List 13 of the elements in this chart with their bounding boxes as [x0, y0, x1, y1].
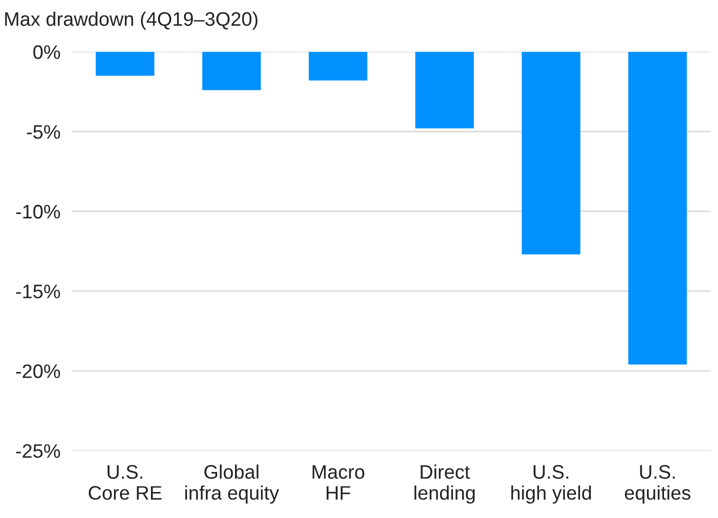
- y-tick-label: -20%: [16, 364, 60, 378]
- x-tick-label: Macro HF: [312, 465, 364, 500]
- y-tick-label: 0%: [33, 45, 60, 60]
- chart-title: Max drawdown (4Q19–3Q20): [5, 12, 258, 30]
- y-tick-label: -15%: [16, 284, 60, 298]
- y-tick-label: -5%: [26, 125, 60, 139]
- x-tick-label: Global infra equity: [185, 464, 280, 504]
- y-tick-label: -25%: [16, 444, 60, 458]
- x-tick-label: U.S. Core RE: [88, 465, 162, 500]
- x-tick-label: U.S. equities: [624, 465, 690, 504]
- x-tick-label: Direct lending: [414, 464, 475, 504]
- y-tick-label: -10%: [16, 204, 60, 219]
- x-tick-label: U.S. high yield: [511, 465, 591, 504]
